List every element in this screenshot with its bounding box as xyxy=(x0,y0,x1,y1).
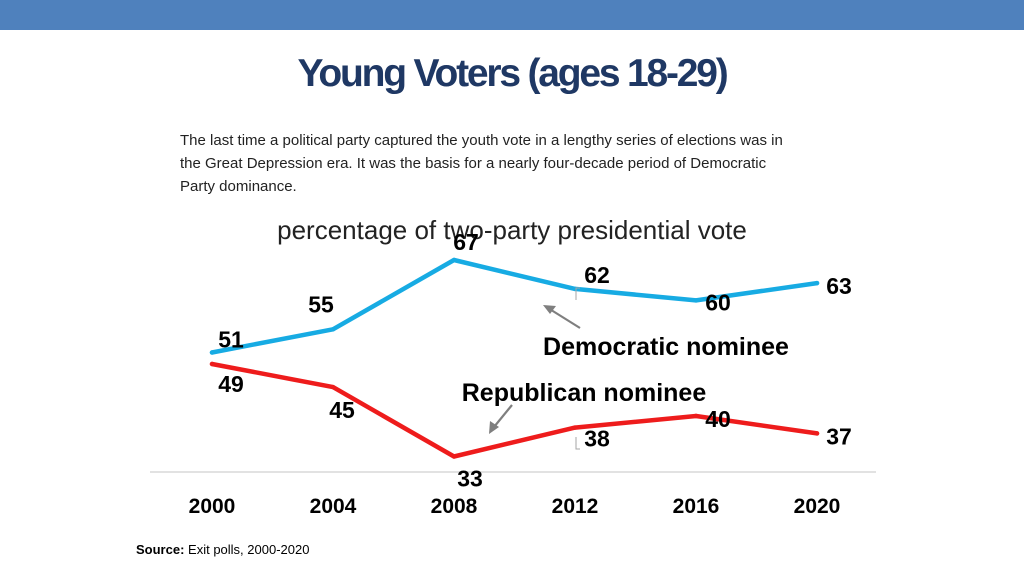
republican-arrowhead-icon xyxy=(489,421,499,434)
democratic-data-point xyxy=(814,280,820,286)
democratic-data-point xyxy=(572,286,578,292)
label-bracket xyxy=(575,287,580,300)
republican-data-label: 33 xyxy=(457,466,483,492)
democratic-data-label: 67 xyxy=(453,229,479,255)
democratic-data-label: 55 xyxy=(308,291,334,317)
democratic-data-point xyxy=(451,257,457,263)
republican-data-point xyxy=(209,361,215,367)
democratic-data-label: 62 xyxy=(584,262,610,288)
democratic-data-point xyxy=(330,327,336,332)
republican-data-label: 40 xyxy=(705,406,731,432)
source-note: Source: Exit polls, 2000-2020 xyxy=(136,542,309,557)
republican-data-point xyxy=(814,431,820,436)
republican-data-label: 37 xyxy=(826,423,852,449)
chart-title: percentage of two-party presidential vot… xyxy=(277,215,747,245)
x-tick-label: 2004 xyxy=(310,495,357,518)
democratic-data-point xyxy=(693,298,699,303)
republican-arrow xyxy=(493,404,513,428)
democratic-arrowhead-icon xyxy=(543,305,556,314)
democratic-data-label: 60 xyxy=(705,289,731,315)
democratic-data-label: 51 xyxy=(218,327,244,353)
x-tick-label: 2000 xyxy=(189,495,236,518)
chart-description: The last time a political party captured… xyxy=(180,132,783,195)
republican-data-label: 38 xyxy=(584,426,610,452)
source-text: Exit polls, 2000-2020 xyxy=(188,542,310,557)
top-banner xyxy=(0,0,1024,30)
republican-data-point xyxy=(451,454,457,459)
line-chart: percentage of two-party presidential vot… xyxy=(150,215,876,518)
x-tick-label: 2012 xyxy=(552,495,599,518)
republican-data-label: 49 xyxy=(218,371,244,397)
democratic-data-label: 63 xyxy=(826,273,852,299)
label-bracket xyxy=(575,437,580,450)
x-tick-label: 2008 xyxy=(431,495,478,518)
democratic-series-line xyxy=(209,257,820,355)
republican-data-point xyxy=(572,425,578,430)
x-tick-label: 2020 xyxy=(794,495,841,518)
page-title: Young Voters (ages 18-29) xyxy=(297,52,728,95)
democratic-data-point xyxy=(209,350,215,355)
republican-data-point xyxy=(693,413,699,419)
democratic-nominee-annotation: Democratic nominee xyxy=(543,333,789,361)
republican-series-line xyxy=(209,361,820,459)
source-label: Source: xyxy=(136,542,185,557)
x-tick-label: 2016 xyxy=(673,495,720,518)
republican-data-point xyxy=(330,384,336,390)
republican-nominee-annotation: Republican nominee xyxy=(462,379,707,407)
democratic-arrow xyxy=(547,307,581,329)
republican-data-label: 45 xyxy=(329,397,355,423)
